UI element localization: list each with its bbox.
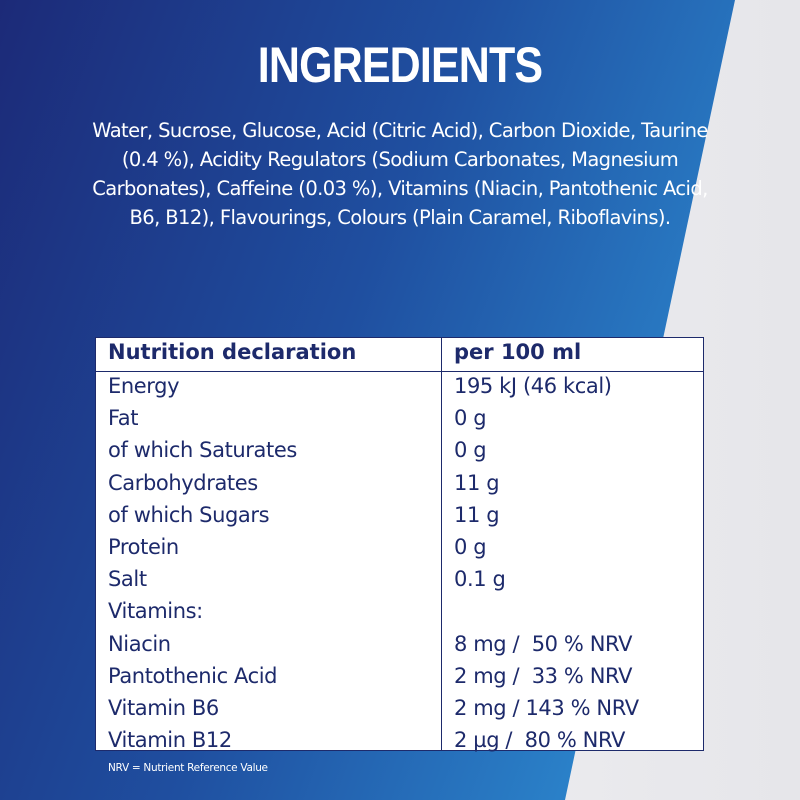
nutrient-value: 0 g bbox=[454, 534, 487, 559]
nutrient-value: 2 µg / 80 % NRV bbox=[454, 728, 625, 753]
table-row: Pantothenic Acid 2 mg / 33 % NRV bbox=[96, 664, 703, 696]
nutrient-name: Niacin bbox=[108, 631, 171, 656]
nutrient-value: 11 g bbox=[454, 470, 500, 495]
nutrient-name: Carbohydrates bbox=[108, 470, 258, 495]
table-row: of which Sugars 11 g bbox=[96, 503, 703, 535]
nutrient-name: Vitamins: bbox=[108, 599, 203, 624]
table-row: Energy 195 kJ (46 kcal) bbox=[96, 374, 703, 406]
nutrient-value: 8 mg / 50 % NRV bbox=[454, 631, 633, 656]
nutrient-value: 195 kJ (46 kcal) bbox=[454, 374, 612, 398]
header-per-100ml: per 100 ml bbox=[454, 340, 582, 364]
nutrient-name: Protein bbox=[108, 534, 179, 559]
nutrient-value: 2 mg / 33 % NRV bbox=[454, 663, 633, 688]
table-row: Vitamin B12 2 µg / 80 % NRV bbox=[96, 728, 703, 760]
nutrient-value: 0.1 g bbox=[454, 567, 506, 592]
nutrient-name: Vitamin B6 bbox=[108, 695, 219, 720]
nutrient-name: Salt bbox=[108, 567, 147, 592]
table-row: Niacin 8 mg / 50 % NRV bbox=[96, 632, 703, 664]
nutrient-value: 11 g bbox=[454, 502, 500, 527]
table-row: Vitamin B6 2 mg / 143 % NRV bbox=[96, 696, 703, 728]
table-row: Fat 0 g bbox=[96, 406, 703, 438]
nutrient-name: Fat bbox=[108, 406, 139, 431]
nutrient-name: of which Saturates bbox=[108, 438, 297, 463]
nutrient-name: Vitamin B12 bbox=[108, 728, 232, 753]
table-row: Carbohydrates 11 g bbox=[96, 471, 703, 503]
nutrient-name: Energy bbox=[108, 374, 180, 398]
header-nutrition-declaration: Nutrition declaration bbox=[108, 340, 357, 364]
page-title: INGREDIENTS bbox=[257, 37, 543, 93]
nutrient-name: Pantothenic Acid bbox=[108, 663, 278, 688]
nutrient-name: of which Sugars bbox=[108, 502, 270, 527]
table-row: Salt 0.1 g bbox=[96, 567, 703, 599]
footnote: NRV = Nutrient Reference Value bbox=[108, 762, 268, 774]
table-header: Nutrition declaration per 100 ml bbox=[96, 338, 703, 372]
nutrient-value: 2 mg / 143 % NRV bbox=[454, 695, 639, 720]
table-row: of which Saturates 0 g bbox=[96, 438, 703, 470]
nutrient-value: 0 g bbox=[454, 406, 487, 431]
nutrition-table: Nutrition declaration per 100 ml Energy 1… bbox=[95, 337, 704, 752]
table-row: Vitamins: bbox=[96, 599, 703, 631]
column-divider bbox=[441, 338, 442, 750]
ingredients-list: Water, Sucrose, Glucose, Acid (Citric Ac… bbox=[92, 119, 708, 229]
table-row: Protein 0 g bbox=[96, 535, 703, 567]
nutrient-value: 0 g bbox=[454, 438, 487, 463]
